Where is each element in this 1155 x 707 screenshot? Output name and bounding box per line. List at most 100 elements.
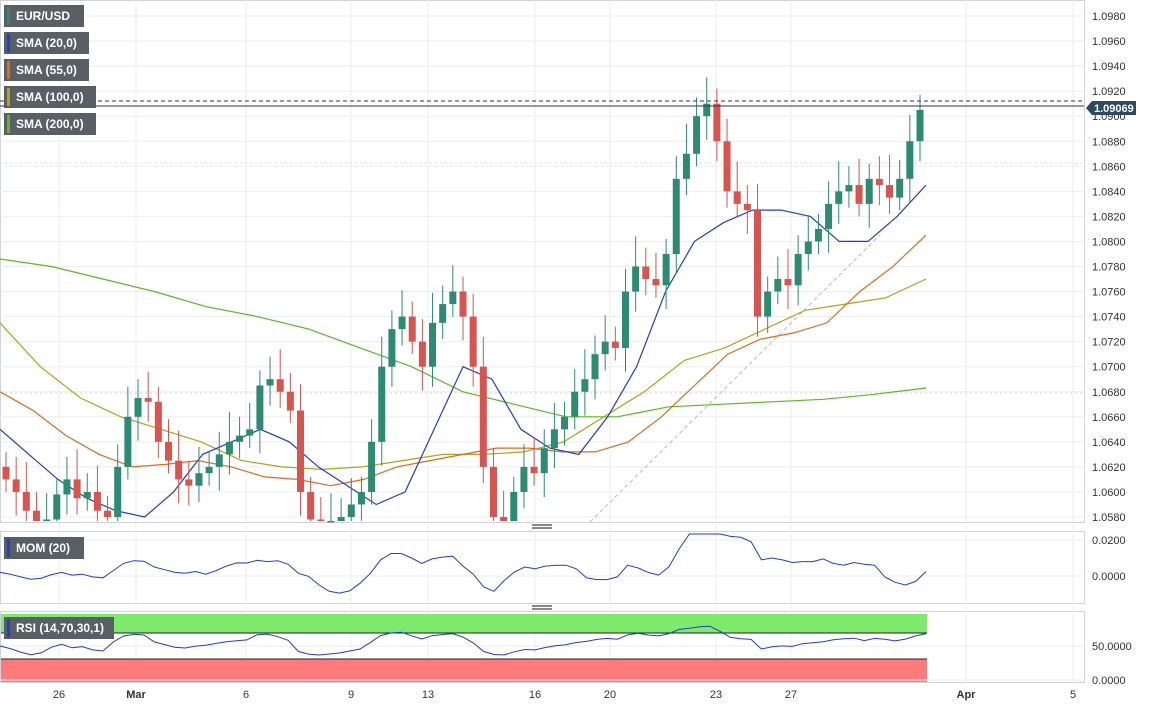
candle-body[interactable]	[164, 441, 172, 461]
candle-body[interactable]	[632, 266, 640, 292]
candle-body[interactable]	[418, 341, 426, 367]
candle-body[interactable]	[195, 473, 203, 486]
candle-body[interactable]	[520, 466, 528, 492]
momentum-line[interactable]	[0, 533, 927, 594]
candle-body[interactable]	[256, 385, 264, 430]
candle-body[interactable]	[500, 517, 508, 521]
candle-body[interactable]	[916, 109, 924, 142]
candle-body[interactable]	[713, 103, 721, 142]
candle-body[interactable]	[743, 203, 751, 211]
candle-body[interactable]	[896, 178, 904, 198]
candle-body[interactable]	[104, 510, 112, 517]
candle-body[interactable]	[124, 416, 132, 467]
legend-mom[interactable]: MOM (20)	[4, 537, 84, 559]
candle-body[interactable]	[378, 366, 386, 442]
sma55-line[interactable]	[0, 234, 927, 487]
candle-body[interactable]	[134, 398, 142, 417]
candle-body[interactable]	[540, 448, 548, 474]
candle-body[interactable]	[398, 316, 406, 330]
candle-body[interactable]	[449, 291, 457, 305]
candle-body[interactable]	[886, 185, 894, 198]
candle-body[interactable]	[479, 366, 487, 467]
candle-body[interactable]	[215, 454, 223, 467]
candle-body[interactable]	[32, 510, 40, 521]
candles[interactable]	[2, 77, 924, 523]
panel-splitter-1[interactable]	[532, 524, 552, 529]
candle-body[interactable]	[246, 429, 254, 436]
candle-body[interactable]	[307, 491, 315, 520]
candle-body[interactable]	[591, 354, 599, 380]
candle-body[interactable]	[825, 203, 833, 229]
candle-body[interactable]	[22, 491, 30, 511]
candle-body[interactable]	[672, 178, 680, 254]
legend-sma100[interactable]: SMA (100,0)	[4, 86, 96, 108]
candle-body[interactable]	[601, 341, 609, 355]
candle-body[interactable]	[642, 266, 650, 280]
candle-body[interactable]	[550, 429, 558, 449]
candle-body[interactable]	[845, 185, 853, 192]
candle-body[interactable]	[510, 491, 518, 521]
candle-body[interactable]	[754, 210, 762, 317]
candle-body[interactable]	[12, 479, 20, 492]
rsi-line[interactable]	[0, 625, 927, 656]
candle-body[interactable]	[875, 178, 883, 186]
candle-body[interactable]	[2, 466, 10, 480]
candle-body[interactable]	[774, 279, 782, 292]
candle-body[interactable]	[621, 291, 629, 348]
candle-body[interactable]	[266, 379, 274, 386]
candle-body[interactable]	[317, 519, 325, 522]
candle-body[interactable]	[855, 185, 863, 204]
candle-body[interactable]	[408, 316, 416, 342]
candle-body[interactable]	[662, 253, 670, 286]
candle-body[interactable]	[236, 435, 244, 442]
legend-sma55[interactable]: SMA (55,0)	[4, 59, 89, 81]
candle-body[interactable]	[530, 466, 538, 474]
candle-body[interactable]	[459, 291, 467, 317]
candle-body[interactable]	[469, 316, 477, 367]
candle-body[interactable]	[337, 517, 345, 521]
candle-body[interactable]	[205, 466, 213, 474]
legend-sma20[interactable]: SMA (20,0)	[4, 32, 89, 54]
candle-body[interactable]	[571, 391, 579, 417]
candle-body[interactable]	[561, 416, 569, 430]
sma20-line[interactable]	[0, 184, 927, 518]
candle-body[interactable]	[581, 379, 589, 392]
candle-body[interactable]	[357, 491, 365, 505]
candle-body[interactable]	[489, 466, 497, 517]
candle-body[interactable]	[814, 228, 822, 242]
candle-body[interactable]	[703, 103, 711, 117]
candle-body[interactable]	[286, 391, 294, 411]
candle-body[interactable]	[368, 441, 376, 492]
candle-body[interactable]	[804, 241, 812, 254]
candle-body[interactable]	[835, 191, 843, 204]
candle-body[interactable]	[439, 304, 447, 323]
candle-body[interactable]	[611, 341, 619, 348]
sma200-line[interactable]	[0, 258, 927, 418]
candle-body[interactable]	[297, 410, 305, 492]
candle-body[interactable]	[429, 322, 437, 367]
legend-sma200[interactable]: SMA (200,0)	[4, 113, 96, 135]
candle-body[interactable]	[723, 141, 731, 192]
candle-body[interactable]	[185, 479, 193, 486]
candle-body[interactable]	[114, 466, 122, 517]
candle-body[interactable]	[388, 329, 396, 367]
candle-body[interactable]	[225, 441, 233, 455]
candle-body[interactable]	[93, 491, 101, 511]
candle-body[interactable]	[83, 491, 91, 499]
candle-body[interactable]	[794, 253, 802, 286]
candle-body[interactable]	[784, 279, 792, 286]
candle-body[interactable]	[63, 479, 71, 495]
candle-body[interactable]	[865, 178, 873, 204]
candle-body[interactable]	[154, 401, 162, 442]
candle-body[interactable]	[906, 141, 914, 179]
candle-body[interactable]	[764, 291, 772, 317]
candle-body[interactable]	[175, 460, 183, 480]
panel-splitter-2[interactable]	[532, 605, 552, 610]
legend-rsi[interactable]: RSI (14,70,30,1)	[4, 617, 114, 639]
candle-body[interactable]	[43, 519, 51, 522]
candle-body[interactable]	[144, 398, 152, 402]
legend-symbol[interactable]: EUR/USD	[4, 5, 84, 27]
candle-body[interactable]	[53, 494, 61, 520]
trendline[interactable]	[589, 234, 881, 523]
